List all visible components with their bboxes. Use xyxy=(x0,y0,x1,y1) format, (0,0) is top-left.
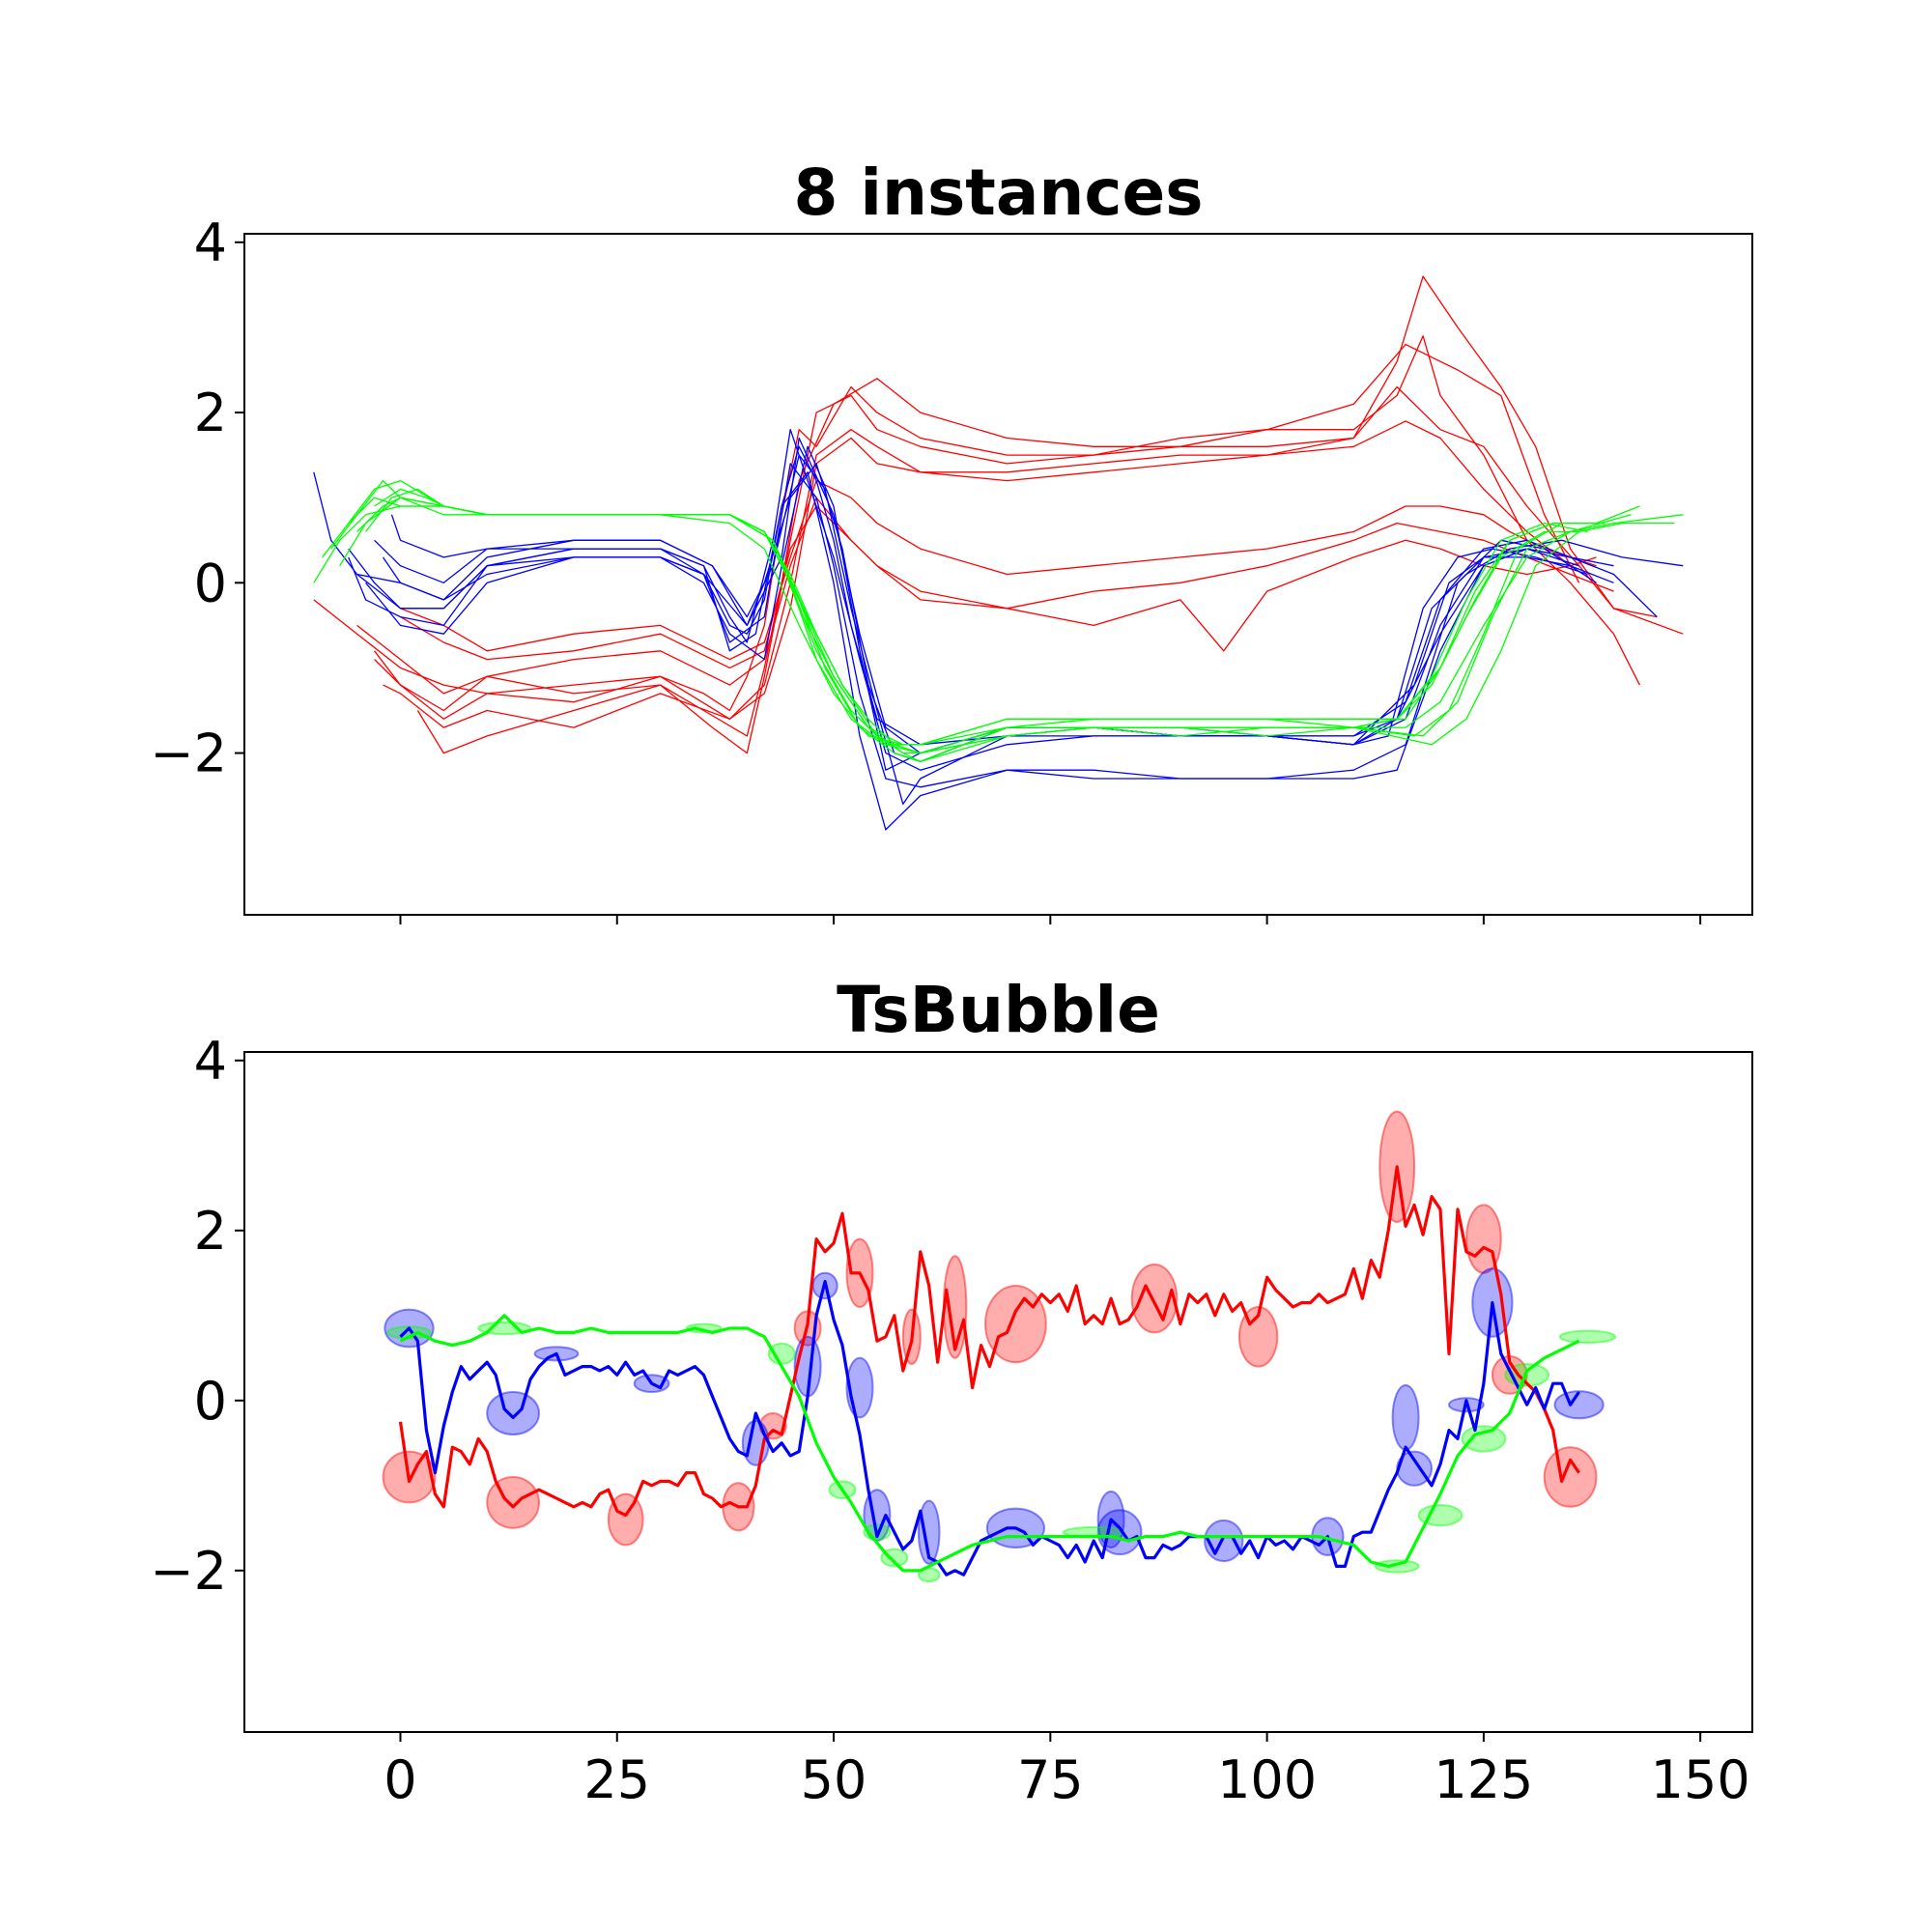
x-tick-label: 100 xyxy=(1217,1749,1317,1810)
y-tick-label: −2 xyxy=(150,1541,227,1602)
chart-title: 8 instances xyxy=(793,156,1203,230)
series-line xyxy=(322,497,1675,754)
series-line xyxy=(356,275,1684,737)
series-line xyxy=(400,479,1597,661)
series-line xyxy=(399,1279,1580,1577)
y-tick-label: −2 xyxy=(150,724,227,784)
bubble-ellipse xyxy=(1096,1509,1143,1556)
y-tick-label: 0 xyxy=(194,553,227,613)
x-tick-label: 75 xyxy=(1017,1749,1084,1810)
bubble-ellipse xyxy=(486,1476,540,1529)
x-tick-label: 150 xyxy=(1651,1749,1750,1810)
panel-tsbubble: TsBubble −2 0 2 4 0 25 50 75 100 125 150 xyxy=(150,973,1753,1810)
y-tick-label: 4 xyxy=(194,1031,227,1092)
y-tick-label: 4 xyxy=(194,213,227,273)
plot-frame xyxy=(243,233,1753,916)
x-tick-label: 0 xyxy=(384,1749,416,1810)
y-tick-label: 0 xyxy=(194,1371,227,1432)
series-line xyxy=(374,497,1571,712)
series-line xyxy=(313,505,1684,754)
bubble-ellipse xyxy=(1543,1446,1598,1508)
x-tick-label: 50 xyxy=(801,1749,867,1810)
series-line xyxy=(330,479,1640,754)
series-line xyxy=(383,420,1597,728)
bubble-ellipse xyxy=(607,1492,644,1547)
x-tick-label: 125 xyxy=(1434,1749,1533,1810)
series-line xyxy=(374,437,1588,754)
plot-frame xyxy=(243,1051,1753,1733)
bubble-ellipse xyxy=(1391,1384,1420,1451)
y-tick-label: 2 xyxy=(194,1201,227,1262)
chart-title: TsBubble xyxy=(837,973,1160,1047)
bubble-ellipse xyxy=(477,1321,531,1336)
bubble-ellipse xyxy=(1461,1425,1507,1453)
series-line xyxy=(348,429,1614,771)
bubble-ellipse xyxy=(917,1499,941,1565)
bubble-ellipse xyxy=(1558,1329,1617,1345)
series-line xyxy=(416,343,1580,754)
series-line xyxy=(348,445,1684,771)
series-line xyxy=(313,445,1658,746)
y-tick-label: 2 xyxy=(194,383,227,443)
bubble-ellipse xyxy=(1374,1559,1420,1574)
series-line xyxy=(374,488,1579,746)
series-line xyxy=(365,463,1579,788)
bubble-ellipse xyxy=(1204,1519,1244,1563)
panel-8-instances: 8 instances −2 0 2 4 xyxy=(150,156,1753,924)
x-tick-label: 25 xyxy=(583,1749,650,1810)
series-line xyxy=(390,463,1614,763)
series-line xyxy=(313,335,1640,712)
bubble-ellipse xyxy=(386,1325,432,1340)
bubble-ellipse xyxy=(1553,1390,1605,1420)
series-line xyxy=(400,505,1614,669)
series-line xyxy=(365,488,1597,746)
series-line xyxy=(398,1165,1580,1518)
series-line xyxy=(399,1314,1580,1573)
bubble-ellipse xyxy=(486,1391,540,1435)
bubble-ellipse xyxy=(1417,1504,1463,1527)
series-line xyxy=(374,385,1658,720)
bubble-ellipse xyxy=(685,1322,723,1334)
